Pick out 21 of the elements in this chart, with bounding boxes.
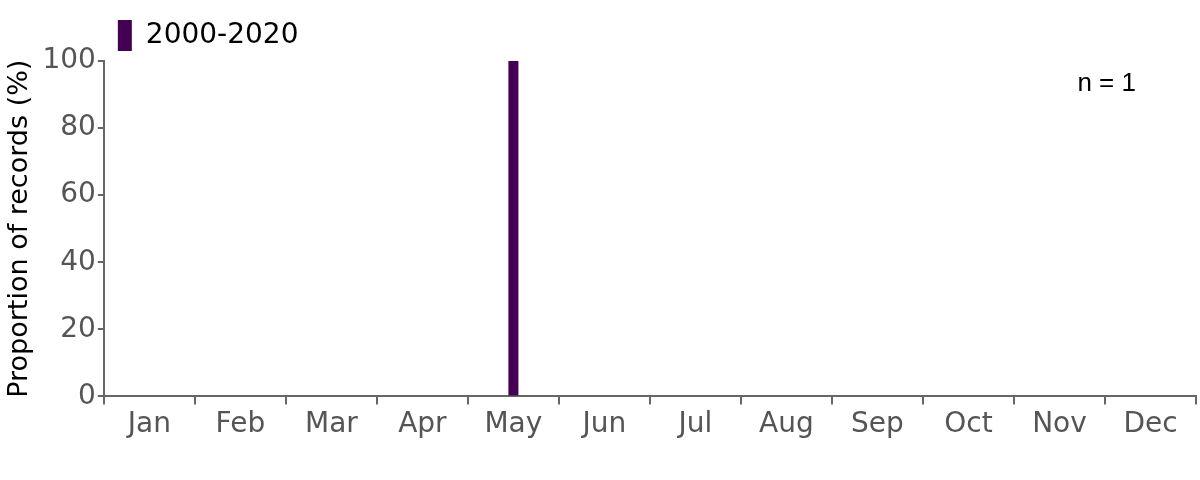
x-tick-label: May <box>484 406 543 440</box>
x-tick-label: Dec <box>1123 406 1178 440</box>
y-tick-label: 100 <box>42 42 96 76</box>
x-tick-label: Nov <box>1032 406 1087 440</box>
x-tick-label: Jan <box>125 406 171 440</box>
x-tick-label: Sep <box>851 406 904 440</box>
y-axis-title: Proportion of records (%) <box>2 59 34 398</box>
y-tick-label: 80 <box>60 109 96 143</box>
x-tick-label: Mar <box>304 406 359 440</box>
y-tick-label: 0 <box>78 377 96 411</box>
y-tick-label: 20 <box>60 310 96 344</box>
x-tick-label: Feb <box>215 406 266 440</box>
x-tick-label: Aug <box>759 406 814 440</box>
legend-label: 2000-2020 <box>145 16 299 50</box>
x-tick-label: Apr <box>398 406 448 440</box>
y-tick-label: 40 <box>60 243 96 277</box>
annotation: n = 1 <box>1077 67 1136 97</box>
x-tick-label: Jun <box>580 406 627 440</box>
x-tick-label: Oct <box>944 406 993 440</box>
y-tick-label: 60 <box>60 176 96 210</box>
x-tick-label: Jul <box>676 406 713 440</box>
